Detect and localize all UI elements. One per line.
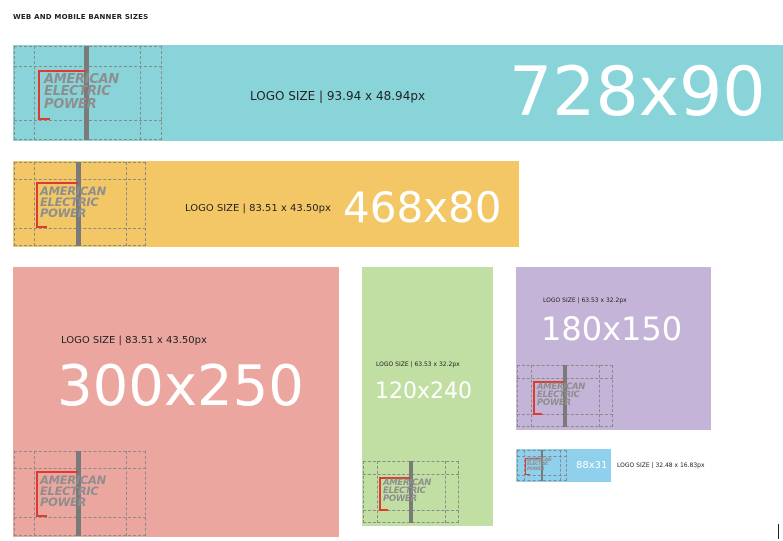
logo-size-label: LOGO SIZE | 63.53 x 32.2px xyxy=(543,297,627,304)
crop-mark xyxy=(778,524,779,539)
logo-line-1: AMERICAN xyxy=(40,184,106,198)
logo-line-2: ELECTRIC xyxy=(44,84,111,100)
aep-logo: AMERICAN ELECTRIC POWER xyxy=(14,162,146,246)
aep-logo: AMERICAN ELECTRIC POWER xyxy=(14,46,162,140)
logo-line-3: POWER xyxy=(40,494,87,509)
logo-line-3: POWER xyxy=(40,205,87,220)
aep-logo: AMERICAN ELECTRIC POWER xyxy=(517,450,567,481)
logo-line-1: AMERICAN xyxy=(527,458,552,463)
logo-line-1: AMERICAN xyxy=(537,382,586,392)
banner-size-label: 728x90 xyxy=(509,53,766,132)
banner-size-label: 468x80 xyxy=(343,183,502,232)
logo-size-label: LOGO SIZE | 32.48 x 16.83px xyxy=(617,462,705,469)
banner-size-label: 180x150 xyxy=(541,310,683,348)
logo-size-label: LOGO SIZE | 83.51 x 43.50px xyxy=(185,203,331,214)
banner-size-label: 120x240 xyxy=(375,379,473,404)
logo-line-2: ELECTRIC xyxy=(40,194,99,209)
aep-logo: AMERICAN ELECTRIC POWER xyxy=(363,461,459,523)
aep-logo: AMERICAN ELECTRIC POWER xyxy=(14,451,146,536)
logo-size-label: LOGO SIZE | 63.53 x 32.2px xyxy=(376,361,460,368)
logo-line-2: ELECTRIC xyxy=(383,486,426,497)
logo-line-3: POWER xyxy=(44,96,97,112)
banner-120x240: LOGO SIZE | 63.53 x 32.2px 120x240 AMERI… xyxy=(362,267,493,526)
banner-size-label: 300x250 xyxy=(57,354,304,419)
logo-line-2: ELECTRIC xyxy=(527,462,549,468)
logo-line-3: POWER xyxy=(537,398,571,409)
logo-line-2: ELECTRIC xyxy=(40,483,99,498)
page-title: WEB AND MOBILE BANNER SIZES xyxy=(13,13,149,21)
banner-88x31: AMERICAN ELECTRIC POWER 88x31 xyxy=(516,449,611,482)
banner-size-label: 88x31 xyxy=(576,460,608,471)
banner-180x150: LOGO SIZE | 63.53 x 32.2px 180x150 AMERI… xyxy=(516,267,711,430)
banner-300x250: LOGO SIZE | 83.51 x 43.50px 300x250 AMER… xyxy=(13,267,339,537)
logo-size-label: LOGO SIZE | 93.94 x 48.94px xyxy=(250,89,426,103)
banner-728x90: AMERICAN ELECTRIC POWER LOGO SIZE | 93.9… xyxy=(13,45,783,141)
logo-line-1: AMERICAN xyxy=(383,478,432,488)
aep-logo: AMERICAN ELECTRIC POWER xyxy=(517,365,613,427)
banner-468x80: AMERICAN ELECTRIC POWER LOGO SIZE | 83.5… xyxy=(13,161,519,247)
logo-line-1: AMERICAN xyxy=(44,72,119,87)
logo-line-3: POWER xyxy=(527,466,545,472)
logo-line-3: POWER xyxy=(383,494,417,505)
logo-line-2: ELECTRIC xyxy=(537,390,580,401)
logo-line-1: AMERICAN xyxy=(40,473,106,487)
logo-size-label: LOGO SIZE | 83.51 x 43.50px xyxy=(61,335,207,346)
